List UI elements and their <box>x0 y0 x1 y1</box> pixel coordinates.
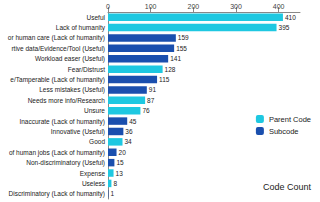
svg-text:87: 87 <box>147 97 155 104</box>
svg-text:1: 1 <box>110 190 114 197</box>
svg-text:Innovative (Useful): Innovative (Useful) <box>51 128 105 136</box>
svg-text:128: 128 <box>165 66 176 73</box>
svg-text:410: 410 <box>285 14 296 21</box>
svg-text:Parent Code: Parent Code <box>269 115 311 124</box>
svg-text:400: 400 <box>273 3 285 10</box>
svg-text:Needs more info/Research: Needs more info/Research <box>28 97 106 104</box>
svg-text:115: 115 <box>159 76 170 83</box>
svg-text:91: 91 <box>149 86 157 93</box>
svg-text:or human care (Lack of humanit: or human care (Lack of humanity) <box>8 34 105 42</box>
svg-text:76: 76 <box>142 107 150 114</box>
svg-text:Less mistakes (Useful): Less mistakes (Useful) <box>39 86 105 94</box>
svg-text:Discriminatory (Lack of humani: Discriminatory (Lack of humanity) <box>9 190 105 198</box>
svg-text:155: 155 <box>176 45 187 52</box>
svg-text:Code Count: Code Count <box>263 182 312 192</box>
svg-text:395: 395 <box>279 24 290 31</box>
svg-text:Useless: Useless <box>82 180 106 187</box>
svg-text:Workload easer (Useful): Workload easer (Useful) <box>35 55 105 63</box>
svg-text:20: 20 <box>119 149 127 156</box>
svg-text:300: 300 <box>230 3 242 10</box>
svg-text:Useful: Useful <box>87 14 106 21</box>
svg-text:34: 34 <box>125 138 133 145</box>
svg-text:100: 100 <box>145 3 157 10</box>
svg-text:Inaccurate (Lack of humanity): Inaccurate (Lack of humanity) <box>19 118 105 126</box>
svg-text:Expense: Expense <box>80 170 106 178</box>
svg-text:45: 45 <box>129 118 137 125</box>
svg-text:of human jobs (Lack of humanit: of human jobs (Lack of humanity) <box>9 149 105 157</box>
svg-text:Unsure: Unsure <box>84 107 105 114</box>
svg-text:Fear/Distrust: Fear/Distrust <box>68 66 105 73</box>
svg-text:8: 8 <box>113 180 117 187</box>
svg-text:0: 0 <box>106 3 110 10</box>
svg-text:159: 159 <box>178 34 189 41</box>
svg-text:Non-discriminatory (Useful): Non-discriminatory (Useful) <box>26 159 105 167</box>
svg-text:13: 13 <box>116 170 124 177</box>
svg-text:Subcode: Subcode <box>269 127 299 136</box>
svg-text:Good: Good <box>89 138 105 145</box>
svg-text:200: 200 <box>187 3 199 10</box>
svg-text:15: 15 <box>116 159 124 166</box>
svg-text:141: 141 <box>170 55 181 62</box>
svg-text:e/Tamperable (Lack of humanity: e/Tamperable (Lack of humanity) <box>10 76 105 84</box>
svg-text:36: 36 <box>125 128 133 135</box>
svg-text:rtive data/Evidence/Tool (Usef: rtive data/Evidence/Tool (Useful) <box>11 45 105 53</box>
svg-text:Lack of humanity: Lack of humanity <box>56 24 106 32</box>
